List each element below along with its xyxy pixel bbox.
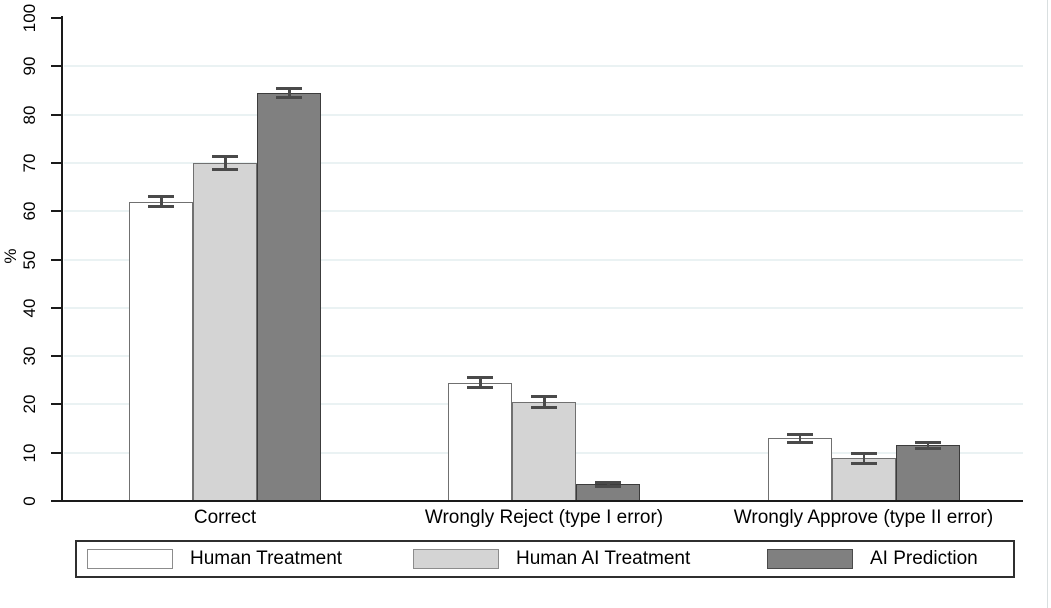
legend-swatch <box>87 549 173 569</box>
error-bar <box>926 442 929 449</box>
y-tick-10 <box>51 451 62 454</box>
y-tick-label-20: 20 <box>20 394 39 414</box>
y-tick-100 <box>51 17 62 19</box>
category-label-1: Correct <box>193 507 257 528</box>
error-bar <box>543 396 546 408</box>
y-tick-label-70: 70 <box>20 153 39 173</box>
category-label-3: Wrongly Approve (type II error) <box>733 507 994 528</box>
x-axis-line <box>61 500 1023 502</box>
bar-human-treatment-2 <box>448 382 512 501</box>
figure-right-border <box>1047 0 1048 608</box>
legend-item-human-ai-treatment: Human AI Treatment <box>413 542 690 576</box>
legend: Human Treatment Human AI Treatment AI Pred… <box>75 540 1015 578</box>
legend-item-human-treatment: Human Treatment <box>87 542 342 576</box>
error-bar <box>288 88 291 98</box>
y-tick-label-50: 50 <box>20 250 39 269</box>
gridline-50 <box>64 258 1023 261</box>
bar-ai-prediction-1 <box>257 92 321 501</box>
y-tick-label-80: 80 <box>20 105 39 125</box>
legend-label: AI Prediction <box>870 548 978 569</box>
error-bar <box>276 87 302 91</box>
y-tick-0 <box>51 500 62 502</box>
legend-swatch <box>413 549 499 569</box>
gridline-60 <box>64 210 1023 213</box>
error-bar <box>148 194 174 198</box>
error-bar <box>531 394 557 398</box>
y-tick-label-40: 40 <box>20 298 39 318</box>
error-bar <box>467 385 493 389</box>
bar-human-ai-treatment-2 <box>512 401 576 501</box>
bar-ai-prediction-3 <box>895 445 960 501</box>
error-bar <box>798 434 801 443</box>
error-bar <box>786 432 813 436</box>
bar-human-ai-treatment-1 <box>193 162 257 501</box>
legend-label: Human AI Treatment <box>516 548 691 569</box>
error-bar <box>914 447 941 451</box>
gridline-40 <box>64 306 1023 309</box>
y-tick-label-0: 0 <box>20 496 39 506</box>
error-bar <box>224 156 227 170</box>
error-bar <box>479 377 482 388</box>
y-tick-label-90: 90 <box>20 56 39 76</box>
y-tick-label-100: 100 <box>20 3 39 33</box>
error-bar <box>595 480 621 484</box>
error-bar <box>467 376 493 380</box>
error-bar <box>595 484 621 488</box>
y-tick-label-30: 30 <box>20 346 39 366</box>
y-tick-80 <box>51 113 62 116</box>
y-axis-line <box>61 16 63 502</box>
y-axis-title: % <box>1 248 20 264</box>
gridline-30 <box>64 355 1023 358</box>
gridline-70 <box>64 161 1023 164</box>
error-bar <box>160 196 163 207</box>
y-tick-20 <box>51 403 62 406</box>
error-bar <box>148 205 174 209</box>
error-bar <box>850 461 877 465</box>
error-bar <box>862 453 865 464</box>
error-bar <box>212 155 238 159</box>
y-tick-70 <box>51 161 62 164</box>
y-tick-90 <box>51 65 62 68</box>
y-tick-label-10: 10 <box>20 443 39 463</box>
y-tick-30 <box>51 355 62 358</box>
bar-human-treatment-1 <box>129 201 193 501</box>
legend-swatch <box>767 549 853 569</box>
error-bar <box>607 482 610 487</box>
error-bar <box>212 167 238 171</box>
y-tick-60 <box>51 210 62 213</box>
gridline-90 <box>64 65 1023 68</box>
error-bar <box>850 452 877 456</box>
error-bar <box>531 406 557 410</box>
gridline-80 <box>64 113 1023 116</box>
bar-human-treatment-3 <box>767 438 832 501</box>
error-bar <box>914 440 941 444</box>
bar-human-ai-treatment-3 <box>831 458 896 501</box>
error-bar <box>276 95 302 99</box>
legend-label: Human Treatment <box>190 548 343 569</box>
error-bar <box>786 440 813 444</box>
legend-item-ai-prediction: AI Prediction <box>767 542 978 576</box>
y-tick-label-60: 60 <box>20 201 39 221</box>
category-label-2: Wrongly Reject (type I error) <box>424 507 664 528</box>
y-tick-40 <box>51 306 62 309</box>
y-tick-50 <box>51 258 62 261</box>
